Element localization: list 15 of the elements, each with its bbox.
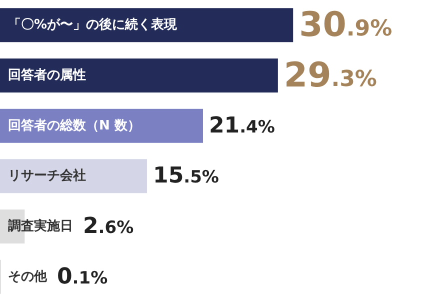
data-label: 29.3% [284,56,377,96]
data-label: 2.6% [83,214,134,239]
data-label: 0.1% [57,264,108,290]
bar [0,159,148,194]
y-tick-label: 「〇%が〜」の後に続く表現 [8,16,178,33]
y-tick-label: その他 [8,269,48,284]
data-label: 15.5% [153,164,219,189]
data-label: 21.4% [208,113,275,138]
y-tick-label: 回答者の総数（N 数） [8,118,140,134]
y-tick-label: リサーチ会社 [8,168,86,184]
data-label: 30.9% [299,5,392,46]
y-tick-label: 調査実施日 [8,218,73,234]
bar [0,8,294,42]
y-tick-label: 回答者の属性 [8,68,86,83]
bar [0,58,278,92]
